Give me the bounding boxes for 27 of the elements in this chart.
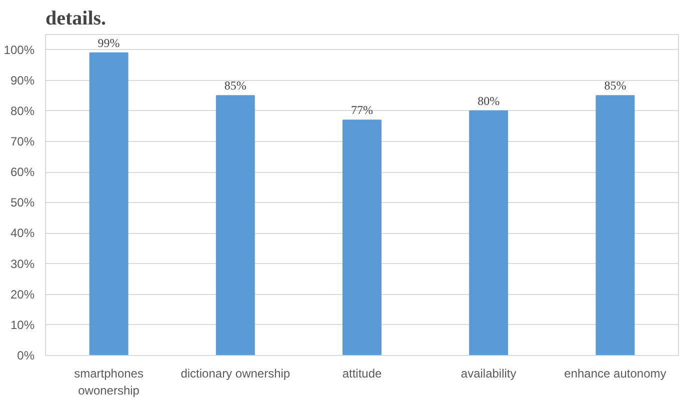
x-tick-label: attitude: [342, 366, 382, 380]
y-tick-label: 90%: [10, 73, 35, 88]
data-label: 99%: [98, 36, 120, 50]
y-tick-label: 10%: [10, 318, 35, 332]
x-tick-label: smartphones owonership: [74, 366, 144, 398]
x-tick-label: availability: [460, 366, 516, 380]
bar: [469, 110, 508, 356]
y-tick-label: 80%: [10, 104, 35, 118]
y-tick-label: 30%: [10, 256, 35, 271]
x-tick-label: enhance autonomy: [564, 366, 666, 380]
y-tick-label: 50%: [10, 196, 35, 210]
text: details.: [46, 8, 106, 30]
y-tick-label: 20%: [10, 287, 35, 302]
data-label: 80%: [478, 94, 500, 108]
bar: [89, 52, 128, 356]
bar: [216, 95, 255, 356]
bar: [342, 120, 382, 356]
y-tick-label: 0%: [17, 348, 35, 362]
y-tick-label: 70%: [10, 134, 35, 148]
y-tick-label: 60%: [10, 165, 35, 180]
bar: [596, 95, 635, 356]
y-tick-label: 100%: [4, 42, 35, 57]
data-label: 85%: [224, 78, 246, 93]
data-label: 77%: [351, 103, 373, 118]
data-label: 85%: [604, 78, 626, 93]
x-tick-label: dictionary ownership: [180, 366, 290, 380]
y-tick-label: 40%: [10, 226, 35, 240]
